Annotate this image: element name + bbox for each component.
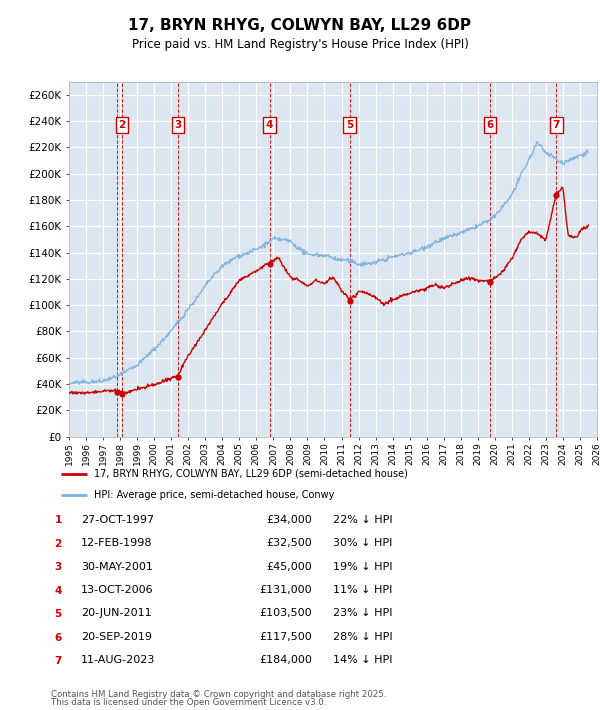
Text: £32,500: £32,500 — [266, 538, 312, 548]
Text: 17, BRYN RHYG, COLWYN BAY, LL29 6DP: 17, BRYN RHYG, COLWYN BAY, LL29 6DP — [128, 18, 472, 33]
Text: 30-MAY-2001: 30-MAY-2001 — [81, 562, 153, 572]
Text: Price paid vs. HM Land Registry's House Price Index (HPI): Price paid vs. HM Land Registry's House … — [131, 38, 469, 50]
Text: 6: 6 — [55, 633, 62, 643]
Text: 17, BRYN RHYG, COLWYN BAY, LL29 6DP (semi-detached house): 17, BRYN RHYG, COLWYN BAY, LL29 6DP (sem… — [94, 469, 408, 479]
Text: 2: 2 — [55, 539, 62, 549]
Text: 3: 3 — [175, 120, 182, 130]
Text: 4: 4 — [55, 586, 62, 596]
Text: 3: 3 — [55, 562, 62, 572]
Text: 20-JUN-2011: 20-JUN-2011 — [81, 608, 152, 618]
Text: This data is licensed under the Open Government Licence v3.0.: This data is licensed under the Open Gov… — [51, 699, 326, 707]
Text: 20-SEP-2019: 20-SEP-2019 — [81, 632, 152, 642]
Text: HPI: Average price, semi-detached house, Conwy: HPI: Average price, semi-detached house,… — [94, 490, 335, 500]
Text: 1: 1 — [55, 515, 62, 525]
Text: 5: 5 — [346, 120, 353, 130]
Text: Contains HM Land Registry data © Crown copyright and database right 2025.: Contains HM Land Registry data © Crown c… — [51, 690, 386, 699]
Text: 19% ↓ HPI: 19% ↓ HPI — [333, 562, 392, 572]
Text: 22% ↓ HPI: 22% ↓ HPI — [333, 515, 392, 525]
Text: 7: 7 — [55, 656, 62, 666]
Text: 6: 6 — [487, 120, 494, 130]
Text: £184,000: £184,000 — [259, 655, 312, 665]
Text: £34,000: £34,000 — [266, 515, 312, 525]
Text: 5: 5 — [55, 609, 62, 619]
Text: £117,500: £117,500 — [259, 632, 312, 642]
Text: £131,000: £131,000 — [259, 585, 312, 595]
Text: 7: 7 — [553, 120, 560, 130]
Text: 4: 4 — [266, 120, 274, 130]
Text: £103,500: £103,500 — [259, 608, 312, 618]
Text: 13-OCT-2006: 13-OCT-2006 — [81, 585, 154, 595]
Text: 27-OCT-1997: 27-OCT-1997 — [81, 515, 154, 525]
Text: 2: 2 — [119, 120, 126, 130]
Text: £45,000: £45,000 — [266, 562, 312, 572]
Text: 11-AUG-2023: 11-AUG-2023 — [81, 655, 155, 665]
Text: 12-FEB-1998: 12-FEB-1998 — [81, 538, 152, 548]
Text: 14% ↓ HPI: 14% ↓ HPI — [333, 655, 392, 665]
Text: 11% ↓ HPI: 11% ↓ HPI — [333, 585, 392, 595]
Text: 23% ↓ HPI: 23% ↓ HPI — [333, 608, 392, 618]
Text: 30% ↓ HPI: 30% ↓ HPI — [333, 538, 392, 548]
Text: 28% ↓ HPI: 28% ↓ HPI — [333, 632, 392, 642]
